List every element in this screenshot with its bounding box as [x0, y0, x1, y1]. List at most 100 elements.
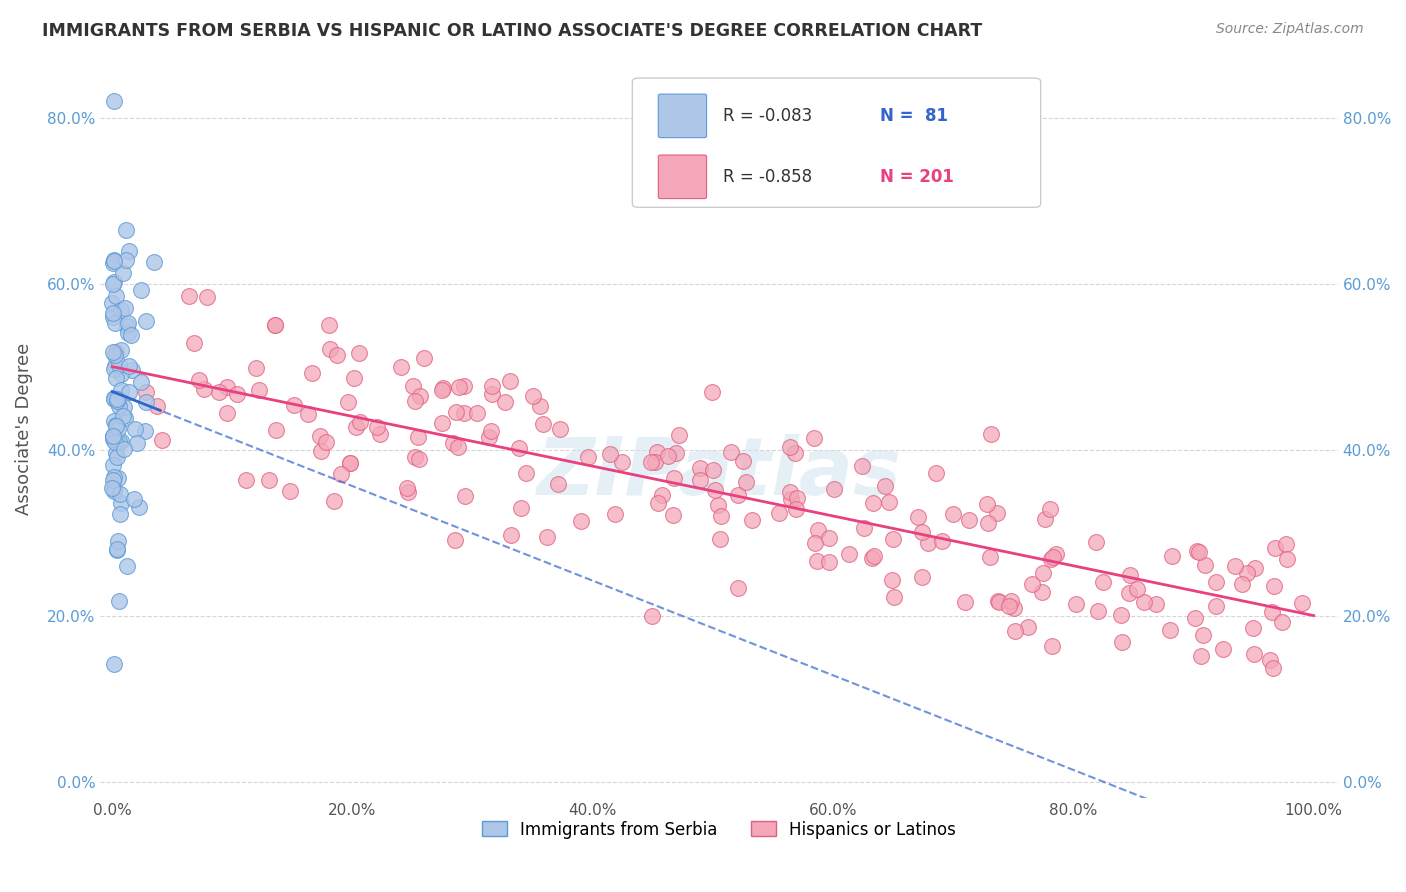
Point: [404, 450, 426, 464]
Point: [247, 384, 270, 398]
Point: [110, 343, 132, 357]
Point: [1126, 582, 1149, 597]
Point: [1004, 624, 1026, 639]
Point: [911, 525, 934, 540]
Point: [215, 380, 238, 394]
Point: [779, 440, 801, 454]
Point: [117, 385, 139, 400]
Point: [702, 385, 724, 400]
Point: [103, 470, 125, 484]
Point: [318, 318, 340, 332]
Point: [128, 500, 150, 514]
Point: [108, 435, 131, 450]
Point: [103, 414, 125, 428]
Point: [408, 452, 430, 467]
Point: [389, 360, 412, 375]
Point: [103, 429, 125, 443]
Point: [979, 549, 1001, 564]
Point: [297, 407, 319, 421]
Point: [326, 348, 349, 362]
Point: [783, 446, 806, 460]
Point: [785, 502, 807, 516]
Point: [103, 276, 125, 290]
Point: [1031, 584, 1053, 599]
Point: [668, 427, 690, 442]
Point: [1223, 559, 1246, 574]
Point: [499, 527, 522, 541]
Point: [550, 422, 572, 436]
Point: [780, 492, 803, 507]
Point: [641, 608, 664, 623]
Point: [404, 394, 426, 409]
Point: [264, 423, 287, 437]
Point: [807, 523, 830, 537]
Point: [309, 428, 332, 442]
Point: [110, 496, 132, 510]
Point: [710, 508, 733, 523]
Point: [662, 508, 685, 523]
Point: [1212, 641, 1234, 656]
Point: [183, 336, 205, 351]
Point: [101, 481, 124, 495]
Point: [610, 455, 633, 469]
Point: [1119, 567, 1142, 582]
Point: [343, 371, 366, 385]
Point: [478, 430, 501, 444]
Point: [1232, 576, 1254, 591]
Point: [103, 254, 125, 268]
Point: [986, 507, 1008, 521]
Point: [1192, 628, 1215, 642]
Point: [522, 389, 544, 403]
Point: [125, 436, 148, 450]
Point: [536, 530, 558, 544]
Point: [1241, 621, 1264, 635]
Point: [1033, 512, 1056, 526]
Point: [115, 252, 138, 267]
Point: [1000, 593, 1022, 607]
Point: [1189, 648, 1212, 663]
Point: [704, 483, 727, 497]
Point: [481, 387, 503, 401]
Point: [1187, 544, 1209, 558]
Point: [823, 482, 845, 496]
Point: [103, 429, 125, 443]
Point: [105, 418, 128, 433]
Point: [337, 395, 360, 409]
Text: ZIPatlas: ZIPatlas: [537, 434, 901, 512]
Point: [531, 417, 554, 431]
Point: [257, 474, 280, 488]
Point: [980, 427, 1002, 442]
Point: [1132, 595, 1154, 609]
Point: [101, 296, 124, 310]
Point: [195, 290, 218, 304]
Point: [101, 345, 124, 359]
Point: [907, 510, 929, 524]
FancyBboxPatch shape: [658, 94, 707, 137]
Point: [1021, 577, 1043, 591]
Point: [479, 424, 502, 438]
Point: [576, 450, 599, 464]
Point: [862, 550, 884, 565]
Point: [727, 581, 749, 595]
Point: [110, 434, 132, 448]
Point: [105, 345, 128, 359]
Point: [318, 343, 340, 357]
Point: [731, 453, 754, 467]
Point: [883, 590, 905, 604]
Point: [917, 535, 939, 549]
Point: [689, 461, 711, 475]
Point: [396, 481, 419, 495]
Point: [309, 443, 332, 458]
Point: [664, 471, 686, 485]
Point: [651, 488, 673, 502]
Point: [103, 253, 125, 268]
Point: [396, 485, 419, 500]
Point: [1118, 585, 1140, 599]
Point: [925, 467, 948, 481]
Point: [112, 401, 135, 415]
Point: [1271, 615, 1294, 629]
Point: [105, 393, 128, 408]
Point: [101, 256, 124, 270]
Point: [1258, 653, 1281, 667]
Point: [702, 463, 724, 477]
